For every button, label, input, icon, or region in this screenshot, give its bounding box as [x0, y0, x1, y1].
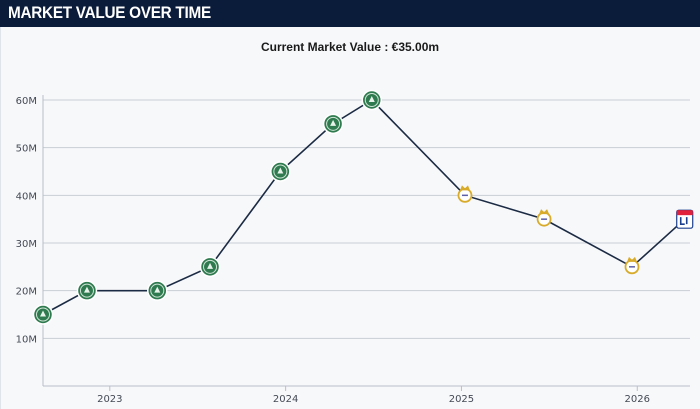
crest-ring [36, 307, 50, 322]
crest-ring [203, 259, 218, 274]
crest-ring [273, 164, 288, 179]
x-tick-label: 2024 [273, 394, 298, 405]
x-tick-label: 2025 [449, 394, 474, 405]
crest-ring [79, 283, 94, 298]
data-point-10 [624, 256, 640, 275]
crest-ring [364, 93, 379, 107]
data-point-4 [199, 256, 221, 278]
data-point-6 [322, 113, 344, 135]
y-tick-label: 20M [16, 287, 37, 298]
crown-icon [626, 256, 637, 262]
crown-icon [539, 209, 550, 215]
x-tick-label: 2026 [625, 394, 650, 405]
crest-mark [277, 167, 284, 174]
chart-title: MARKET VALUE OVER TIME [8, 3, 211, 22]
data-point-7 [361, 89, 383, 111]
y-tick-label: 60M [16, 96, 37, 107]
crest-letters [679, 217, 688, 225]
y-tick-label: 30M [16, 239, 37, 250]
y-tick-label: 10M [16, 334, 37, 345]
data-point-11 [676, 209, 694, 229]
crest-mark [207, 262, 214, 269]
data-point-1 [32, 304, 54, 325]
crown-icon [459, 185, 470, 191]
crest-mark [40, 310, 46, 317]
crest-mark [330, 119, 337, 126]
data-point-5 [270, 161, 291, 182]
data-point-2 [76, 280, 98, 301]
crest-ring [326, 116, 341, 131]
data-point-3 [147, 280, 168, 301]
data-point-8 [457, 185, 473, 203]
market-value-line [42, 98, 686, 316]
crest-top-band [676, 210, 693, 216]
data-point-9 [536, 209, 552, 227]
x-tick-label: 2023 [97, 394, 122, 405]
y-tick-label: 40M [16, 191, 37, 202]
chart-header: MARKET VALUE OVER TIME [0, 0, 700, 27]
y-tick-label: 50M [16, 144, 37, 155]
crest-mark [83, 286, 90, 293]
current-market-value: Current Market Value : €35.00m [260, 40, 440, 54]
crest-mark [368, 96, 375, 102]
chart-card [0, 27, 700, 409]
crest-ring [150, 283, 165, 298]
crest-mark [154, 286, 161, 293]
